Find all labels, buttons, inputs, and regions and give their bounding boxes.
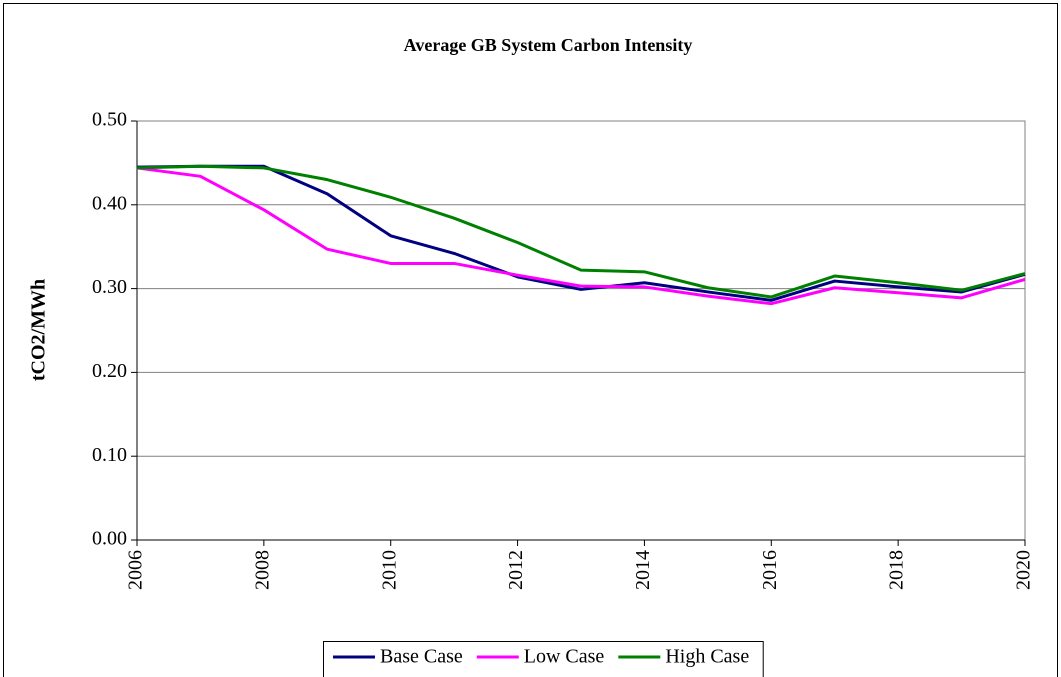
- legend-label: High Case: [665, 646, 749, 668]
- x-tick-label: 2018: [886, 550, 908, 590]
- series-line: [136, 164, 1026, 302]
- legend-label: Base Case: [380, 646, 463, 668]
- x-tick-label: 2016: [759, 550, 781, 590]
- series-line: [136, 164, 1026, 299]
- y-tick-label: 0.10: [92, 444, 127, 466]
- x-tick-label: 2010: [378, 550, 400, 590]
- legend: Base Case Low Case High Case: [323, 641, 764, 677]
- legend-label: Low Case: [524, 646, 605, 668]
- x-tick-label: 2020: [1013, 550, 1035, 590]
- x-tick-label: 2008: [251, 550, 273, 590]
- series-line: [136, 166, 1026, 306]
- x-tick-label: 2014: [632, 550, 654, 590]
- y-tick-label: 0.40: [92, 192, 127, 214]
- y-tick-label: 0.20: [92, 360, 127, 382]
- y-tick-label: 0.50: [92, 109, 127, 131]
- y-tick-label: 0.00: [92, 528, 127, 550]
- x-tick-label: 2006: [125, 550, 147, 590]
- x-tick-label: 2012: [505, 550, 527, 590]
- y-axis-label: tCO2/MWh: [28, 279, 50, 381]
- y-tick-label: 0.30: [92, 276, 127, 298]
- chart-title: Average GB System Carbon Intensity: [404, 35, 693, 55]
- chart-frame: [3, 3, 1058, 677]
- legend-box: [323, 641, 764, 677]
